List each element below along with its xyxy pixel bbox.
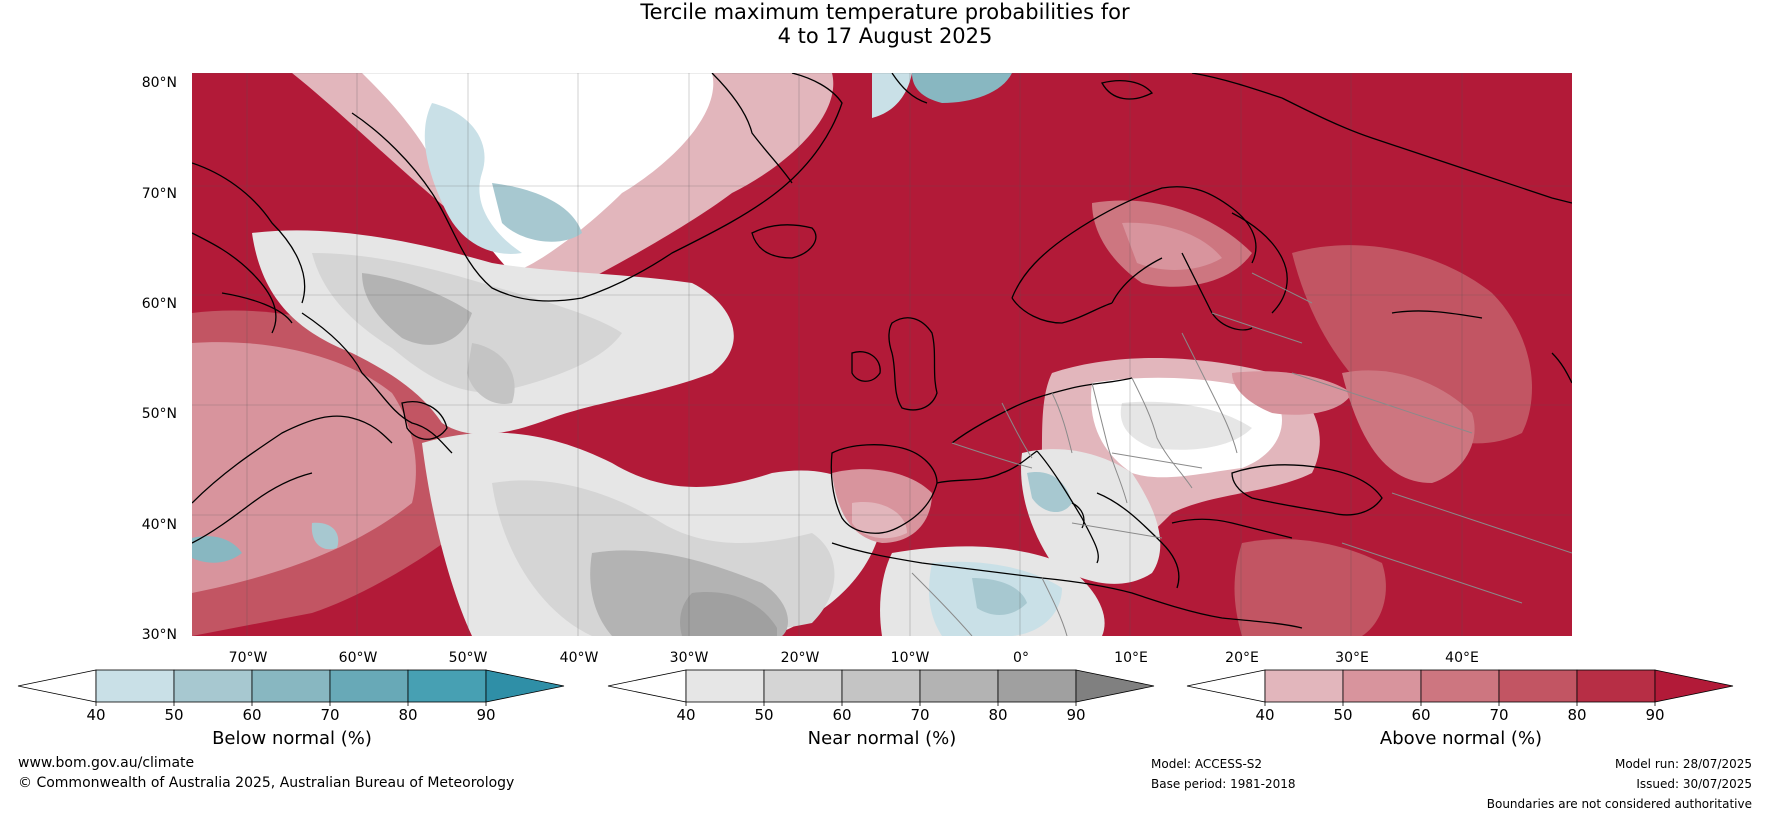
shade-region xyxy=(912,73,1012,103)
below-segment xyxy=(329,669,409,703)
shade-region xyxy=(680,592,777,636)
lat-label-40n: 40°N xyxy=(141,517,177,533)
colorbar-above-svg: 40 50 60 70 80 90 xyxy=(1186,669,1734,724)
shade-region xyxy=(424,103,522,254)
lon-label-30e: 30°E xyxy=(1335,650,1369,666)
near-tick-label: 70 xyxy=(910,706,929,724)
colorbar-below-svg: 40 50 60 70 80 90 xyxy=(17,669,565,724)
shade-region xyxy=(311,522,339,550)
colorbar-near-svg: 40 50 60 70 80 90 xyxy=(607,669,1155,724)
issued-text: Issued: 30/07/2025 xyxy=(1636,777,1752,791)
probability-map xyxy=(192,73,1572,636)
shade-region xyxy=(192,342,416,593)
near-tick-label: 40 xyxy=(676,706,695,724)
lon-label-10e: 10°E xyxy=(1114,650,1148,666)
above-tick-label: 60 xyxy=(1411,706,1430,724)
lat-label-50n: 50°N xyxy=(141,406,177,422)
lon-label-50w: 50°W xyxy=(448,650,488,666)
map-title: Tercile maximum temperature probabilitie… xyxy=(0,0,1770,48)
above-segment xyxy=(1342,669,1422,703)
shade-region xyxy=(1234,539,1386,636)
below-tick-label: 40 xyxy=(86,706,105,724)
map-canvas xyxy=(192,73,1572,636)
below-segment xyxy=(173,669,253,703)
below-tick-label: 90 xyxy=(476,706,495,724)
below-tick-label: 80 xyxy=(398,706,417,724)
coastlines xyxy=(192,73,1572,629)
above-tick-label: 90 xyxy=(1645,706,1664,724)
near-segment xyxy=(997,669,1077,703)
shade-region xyxy=(1292,245,1532,444)
near-tick-label: 80 xyxy=(988,706,1007,724)
above-tick-label: 70 xyxy=(1489,706,1508,724)
above-segment xyxy=(1498,669,1578,703)
above-arrow-low xyxy=(1186,669,1266,703)
colorbar-below-normal: 40 50 60 70 80 90 xyxy=(17,668,568,724)
lon-label-70w: 70°W xyxy=(228,650,268,666)
model-text: Model: ACCESS-S2 xyxy=(1151,757,1263,771)
above-tick-label: 40 xyxy=(1255,706,1274,724)
below-segment xyxy=(95,669,175,703)
shade-region xyxy=(1232,371,1352,415)
title-line-1: Tercile maximum temperature probabilitie… xyxy=(640,0,1130,24)
near-arrow-high xyxy=(1075,669,1155,703)
disclaimer-text: Boundaries are not considered authoritat… xyxy=(1486,797,1752,811)
lon-label-40e: 40°E xyxy=(1445,650,1479,666)
shade-region xyxy=(492,183,582,242)
lon-label-0: 0° xyxy=(1013,650,1029,666)
lon-label-20e: 20°E xyxy=(1225,650,1259,666)
colorbar-near-normal: 40 50 60 70 80 90 xyxy=(607,668,1158,724)
shade-region xyxy=(1122,222,1222,270)
below-segment xyxy=(407,669,487,703)
below-arrow-high xyxy=(485,669,565,703)
lat-label-30n: 30°N xyxy=(141,627,177,643)
colorbar-above-normal: 40 50 60 70 80 90 xyxy=(1186,668,1737,724)
colorbar-above-title: Above normal (%) xyxy=(1379,728,1543,749)
above-segment xyxy=(1420,669,1500,703)
near-segment xyxy=(841,669,921,703)
lon-label-30w: 30°W xyxy=(669,650,709,666)
lon-label-10w: 10°W xyxy=(890,650,930,666)
near-tick-label: 50 xyxy=(754,706,773,724)
near-segment xyxy=(919,669,999,703)
lat-label-70n: 70°N xyxy=(141,186,177,202)
copyright-text: © Commonwealth of Australia 2025, Austra… xyxy=(18,775,515,791)
below-segment xyxy=(251,669,331,703)
lon-label-20w: 20°W xyxy=(780,650,820,666)
near-tick-label: 90 xyxy=(1066,706,1085,724)
near-tick-label: 60 xyxy=(832,706,851,724)
shade-region xyxy=(467,343,515,404)
model-run-text: Model run: 28/07/2025 xyxy=(1614,757,1752,771)
lat-label-60n: 60°N xyxy=(141,296,177,312)
title-line-2: 4 to 17 August 2025 xyxy=(777,24,993,48)
lon-label-60w: 60°W xyxy=(338,650,378,666)
shade-region xyxy=(972,578,1027,615)
lon-label-40w: 40°W xyxy=(559,650,599,666)
above-segment xyxy=(1576,669,1656,703)
near-segment xyxy=(685,669,765,703)
below-tick-label: 70 xyxy=(320,706,339,724)
country-borders xyxy=(911,272,1572,636)
below-tick-label: 60 xyxy=(242,706,261,724)
below-tick-label: 50 xyxy=(164,706,183,724)
base-period-text: Base period: 1981-2018 xyxy=(1151,777,1296,791)
above-tick-label: 50 xyxy=(1333,706,1352,724)
shade-region xyxy=(1027,472,1072,513)
above-tick-label: 80 xyxy=(1567,706,1586,724)
shade-region xyxy=(362,273,472,345)
shade-region xyxy=(1342,370,1475,483)
above-segment xyxy=(1264,669,1344,703)
website-link[interactable]: www.bom.gov.au/climate xyxy=(18,755,195,771)
near-arrow-low xyxy=(607,669,687,703)
above-arrow-high xyxy=(1654,669,1734,703)
shade-region xyxy=(1120,401,1252,450)
below-arrow-low xyxy=(17,669,97,703)
shade-region xyxy=(192,536,242,563)
colorbar-near-title: Near normal (%) xyxy=(807,728,957,749)
shade-region xyxy=(872,73,912,118)
colorbar-below-title: Below normal (%) xyxy=(212,728,372,749)
lat-label-80n: 80°N xyxy=(141,75,177,91)
near-segment xyxy=(763,669,843,703)
